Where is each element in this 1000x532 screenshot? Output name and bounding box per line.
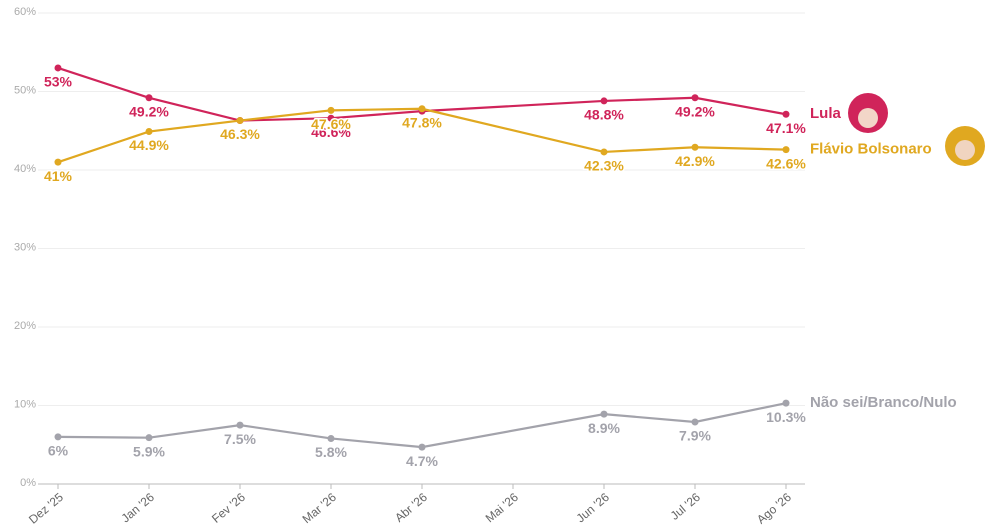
point <box>145 128 153 136</box>
series-name: Lula <box>810 105 841 122</box>
x-tick-label: Fev '26 <box>209 490 248 526</box>
point <box>54 64 62 72</box>
value-label: 47.8% <box>402 114 442 130</box>
plot: 0% 10% 20% 30% 40% 50% 60% Dez '25 Jan '26 Fev '2… <box>14 6 957 527</box>
point <box>54 158 62 166</box>
y-tick-label: 60% <box>14 6 36 18</box>
value-label: 4.7% <box>406 453 438 469</box>
value-label: 42.3% <box>584 158 624 174</box>
point <box>691 143 699 151</box>
point <box>418 443 426 451</box>
point <box>600 97 608 105</box>
value-label: 49.2% <box>675 103 715 119</box>
avatar-face <box>955 140 975 160</box>
y-tick-label: 30% <box>14 241 36 253</box>
value-label: 47.6% <box>311 116 351 132</box>
value-label: 48.8% <box>584 107 624 123</box>
point <box>236 117 244 125</box>
series-name: Flávio Bolsonaro <box>810 141 932 158</box>
value-label: 10.3% <box>766 409 806 425</box>
value-label: 41% <box>44 168 73 184</box>
point <box>782 110 790 118</box>
point <box>54 433 62 441</box>
y-tick-label: 0% <box>20 477 36 489</box>
value-label: 46.3% <box>220 126 260 142</box>
x-tick-label: Mar '26 <box>300 490 340 526</box>
point <box>327 106 335 114</box>
value-label: 7.9% <box>679 428 711 444</box>
value-label: 42.6% <box>766 155 806 171</box>
value-label: 42.9% <box>675 153 715 169</box>
point <box>327 434 335 442</box>
point <box>145 94 153 102</box>
point <box>691 418 699 426</box>
point <box>236 421 244 429</box>
y-tick-label: 20% <box>14 320 36 332</box>
x-tick-label: Ago '26 <box>754 490 794 527</box>
point <box>600 410 608 418</box>
x-tick-label: Jun '26 <box>574 490 613 526</box>
series-line <box>57 402 787 449</box>
value-label: 5.9% <box>133 443 165 459</box>
y-tick-label: 50% <box>14 84 36 96</box>
x-tick-label: Dez '25 <box>26 490 66 527</box>
series-line <box>57 107 787 164</box>
point <box>691 94 699 102</box>
value-label: 6% <box>48 443 69 459</box>
value-label: 53% <box>44 74 73 90</box>
y-tick-label: 40% <box>14 163 36 175</box>
value-label: 49.2% <box>129 103 169 119</box>
point <box>327 114 335 122</box>
x-tick-label: Jan '26 <box>119 490 158 526</box>
value-label: 46.6% <box>311 124 351 140</box>
point <box>600 148 608 156</box>
point <box>782 399 790 407</box>
avatars <box>848 93 985 166</box>
series-line <box>57 66 787 122</box>
x-tick-label: Jul '26 <box>668 490 704 523</box>
x-tick-label: Mai '26 <box>483 490 522 526</box>
point <box>782 146 790 154</box>
value-label: 5.8% <box>315 444 347 460</box>
point <box>145 434 153 442</box>
value-label: 44.9% <box>129 137 169 153</box>
value-label: 47.1% <box>766 120 806 136</box>
avatar-face <box>858 108 878 128</box>
point <box>418 105 426 113</box>
value-label: 7.5% <box>224 431 256 447</box>
y-tick-label: 10% <box>14 398 36 410</box>
series-name: Não sei/Branco/Nulo <box>810 394 957 411</box>
value-label: 8.9% <box>588 420 620 436</box>
x-tick-label: Abr '26 <box>392 490 430 525</box>
